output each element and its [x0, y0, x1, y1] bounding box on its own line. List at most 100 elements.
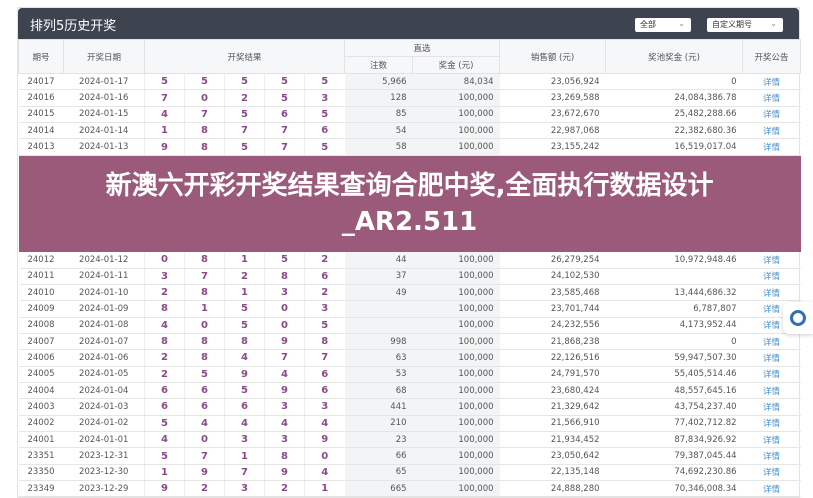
issue-cell: 23350 [18, 464, 64, 482]
result-digit: 8 [264, 447, 305, 465]
count-cell: 23 [344, 431, 413, 449]
sales-cell: 21,868,238 [499, 333, 606, 351]
pool-cell: 25,482,288.66 [605, 106, 743, 124]
details-link[interactable]: 详情 [742, 398, 801, 416]
custom-issue-select[interactable]: 自定义期号 ⌄ [707, 18, 783, 32]
count-cell: 53 [344, 366, 413, 383]
details-link[interactable]: 详情 [742, 268, 801, 285]
issue-cell: 24012 [18, 251, 64, 269]
table-row: 24011 2024-01-11 3 7 2 8 6 37 100,000 24,102,530 详… [18, 268, 801, 285]
sales-cell: 23,701,744 [499, 300, 606, 318]
col-direct: 直选 [344, 39, 501, 57]
col-prize: 奖金 (元) [412, 56, 501, 74]
date-cell: 2024-01-12 [63, 251, 145, 269]
result-digit: 2 [184, 480, 225, 498]
sales-cell: 23,680,424 [499, 382, 606, 400]
result-digit: 8 [144, 333, 185, 351]
details-link[interactable]: 详情 [742, 122, 801, 140]
result-digit: 0 [303, 447, 345, 465]
sales-cell: 21,329,642 [499, 398, 606, 416]
result-digit: 9 [303, 431, 345, 449]
floating-help-button[interactable] [783, 302, 813, 334]
table-row: 24008 2024-01-08 4 0 5 0 5 100,000 24,232,556 4,1… [18, 317, 801, 334]
table-row: 24017 2024-01-17 5 5 5 5 5 5,966 84,034 23,056,92… [18, 73, 801, 91]
result-digit: 7 [184, 106, 225, 124]
result-digit: 0 [144, 251, 185, 269]
pool-cell: 6,787,807 [605, 300, 743, 318]
details-link[interactable]: 详情 [742, 106, 801, 124]
result-digit: 5 [303, 138, 345, 156]
result-digit: 6 [144, 382, 185, 400]
prize-cell: 84,034 [412, 73, 500, 91]
details-link[interactable]: 详情 [742, 349, 801, 367]
result-digit: 5 [303, 317, 345, 334]
result-digit: 1 [224, 284, 265, 302]
banner-line-1: 新澳六开彩开奖结果查询合肥中奖,全面执行数据设计 [105, 170, 714, 201]
details-link[interactable]: 详情 [742, 333, 801, 351]
result-digit: 9 [264, 464, 305, 482]
count-cell: 128 [344, 89, 413, 107]
details-link[interactable]: 详情 [742, 251, 801, 269]
table-row: 24009 2024-01-09 8 1 5 0 3 100,000 23,701,744 6,7… [18, 300, 801, 318]
result-digit: 2 [303, 284, 345, 302]
count-cell: 998 [344, 333, 413, 351]
col-notice: 开奖公告 [742, 39, 802, 74]
table-row: 24001 2024-01-01 4 0 3 3 9 23 100,000 21,934,452 8… [18, 431, 801, 449]
date-cell: 2024-01-10 [63, 284, 145, 302]
prize-cell: 100,000 [412, 398, 500, 416]
result-digit: 3 [303, 89, 345, 107]
details-link[interactable]: 详情 [742, 447, 801, 465]
prize-cell: 100,000 [412, 106, 500, 124]
count-cell: 37 [344, 268, 413, 285]
details-link[interactable]: 详情 [742, 480, 801, 498]
details-link[interactable]: 详情 [742, 431, 801, 449]
result-digit: 9 [144, 138, 185, 156]
date-cell: 2024-01-02 [63, 415, 145, 433]
col-result: 开奖结果 [143, 39, 346, 74]
result-digit: 3 [144, 268, 185, 285]
result-digit: 3 [224, 431, 265, 449]
pool-cell: 74,692,230.86 [605, 464, 743, 482]
filter-all-select[interactable]: 全部 ⌄ [635, 18, 691, 32]
sales-cell: 26,279,254 [499, 251, 606, 269]
assistant-icon [790, 310, 806, 326]
result-digit: 4 [224, 415, 265, 433]
count-cell: 68 [344, 382, 413, 400]
result-digit: 7 [303, 349, 345, 367]
result-digit: 6 [264, 106, 305, 124]
details-link[interactable]: 详情 [742, 89, 801, 107]
result-digit: 4 [184, 415, 225, 433]
details-link[interactable]: 详情 [742, 284, 801, 302]
result-digit: 3 [303, 398, 345, 416]
date-cell: 2024-01-07 [63, 333, 145, 351]
details-link[interactable]: 详情 [742, 73, 801, 91]
details-link[interactable]: 详情 [742, 415, 801, 433]
details-link[interactable]: 详情 [742, 366, 801, 383]
result-digit: 4 [264, 415, 305, 433]
table-row: 24002 2024-01-02 5 4 4 4 4 210 100,000 21,566,910… [18, 415, 801, 433]
pool-cell [605, 268, 743, 285]
issue-cell: 24017 [18, 73, 64, 91]
result-digit: 4 [144, 106, 185, 124]
result-digit: 7 [184, 268, 225, 285]
pool-cell: 22,382,680.36 [605, 122, 743, 140]
filter-all-value: 全部 [640, 20, 656, 29]
issue-cell: 24006 [18, 349, 64, 367]
details-link[interactable]: 详情 [742, 138, 801, 156]
sales-cell: 21,934,452 [499, 431, 606, 449]
result-digit: 8 [184, 122, 225, 140]
result-digit: 4 [144, 431, 185, 449]
count-cell: 58 [344, 138, 413, 156]
sales-cell: 21,566,910 [499, 415, 606, 433]
table-row: 24003 2024-01-03 6 6 6 3 3 441 100,000 21,329,642… [18, 398, 801, 416]
count-cell: 44 [344, 251, 413, 269]
result-digit: 1 [224, 251, 265, 269]
col-sales: 销售额 (元) [499, 39, 607, 74]
result-digit: 0 [184, 317, 225, 334]
result-digit: 7 [224, 122, 265, 140]
result-digit: 1 [224, 447, 265, 465]
details-link[interactable]: 详情 [742, 464, 801, 482]
issue-cell: 24013 [18, 138, 64, 156]
result-digit: 1 [144, 464, 185, 482]
details-link[interactable]: 详情 [742, 382, 801, 400]
